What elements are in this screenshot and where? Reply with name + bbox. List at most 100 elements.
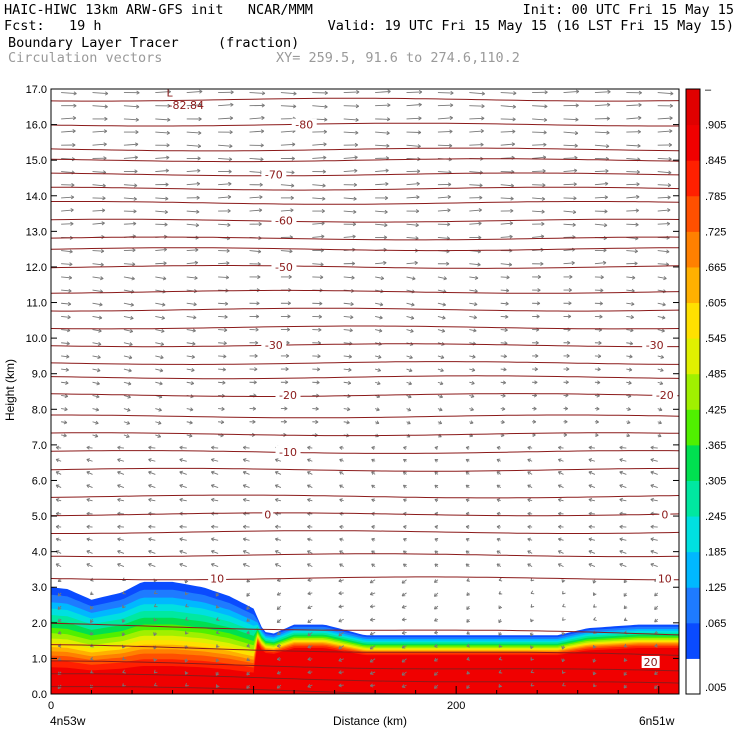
vector-head: [567, 314, 572, 319]
vector-head: [666, 249, 670, 254]
vector-head: [246, 685, 250, 689]
vector-shaft: [532, 170, 546, 173]
vector-head: [255, 314, 260, 319]
vector-head: [599, 301, 603, 306]
vector-shaft: [558, 550, 564, 554]
vector-head: [599, 314, 603, 319]
vector-shaft: [469, 171, 483, 174]
vector-shaft: [312, 184, 326, 187]
vector-shaft: [626, 250, 638, 252]
vector-head: [588, 563, 593, 567]
vector-head: [339, 563, 343, 568]
vector-head: [666, 221, 671, 226]
vector-head: [496, 550, 501, 554]
vector-shaft: [469, 381, 475, 385]
colorbar-label: .725: [705, 226, 726, 238]
vector-shaft: [563, 183, 577, 186]
vector-shaft: [375, 368, 381, 372]
vector-head: [276, 670, 281, 675]
vector-head: [158, 407, 162, 412]
vector-head: [480, 142, 484, 147]
vector-shaft: [375, 210, 388, 213]
vector-head: [473, 315, 477, 320]
vector-head: [117, 537, 121, 542]
vector-head: [185, 603, 189, 608]
vector-shaft: [500, 130, 516, 133]
vector-shaft: [500, 289, 509, 292]
vector-shaft: [437, 381, 444, 385]
vector-head: [527, 498, 531, 503]
vector-head: [471, 380, 475, 385]
vector-shaft: [626, 342, 633, 345]
vector-shaft: [406, 302, 415, 306]
vector-head: [511, 142, 516, 147]
vector-head: [371, 484, 375, 489]
vector-head: [595, 432, 599, 438]
vector-head: [153, 669, 158, 674]
vector-head: [164, 209, 168, 215]
vector-shaft: [500, 222, 513, 225]
vector-head: [386, 117, 391, 122]
vector-head: [226, 248, 230, 253]
vector-head: [338, 591, 342, 596]
vector-head: [562, 603, 566, 608]
vector-shaft: [437, 117, 453, 120]
vector-head: [242, 537, 247, 542]
vector-head: [196, 195, 200, 200]
vector-shaft: [558, 446, 564, 449]
vector-head: [128, 355, 133, 360]
vector-shaft: [626, 144, 641, 147]
vector-shaft: [186, 315, 197, 319]
vector-head: [288, 274, 292, 279]
vector-head: [403, 458, 407, 463]
vector-shaft: [500, 276, 510, 278]
vector-head: [98, 328, 102, 333]
vector-head: [588, 445, 593, 450]
vector-head: [86, 458, 90, 463]
vector-head: [117, 563, 121, 567]
vector-head: [167, 89, 171, 94]
temperature-contour: [51, 247, 679, 252]
vector-shaft: [148, 538, 156, 541]
vector-shaft: [61, 209, 74, 212]
vector-head: [623, 684, 628, 689]
vector-head: [57, 606, 62, 610]
vector-head: [348, 354, 352, 359]
vector-head: [443, 276, 447, 281]
vector-shaft: [563, 131, 578, 134]
vector-head: [274, 458, 279, 463]
vector-head: [157, 434, 162, 438]
vector-head: [55, 498, 60, 503]
cross-section-coords-label: XY= 259.5, 91.6 to 274.6,110.2: [276, 50, 520, 66]
annotation-label: L: [166, 87, 173, 100]
vector-shaft: [500, 355, 507, 357]
vector-head: [542, 169, 546, 174]
vector-head: [509, 234, 513, 239]
vector-head: [117, 470, 121, 475]
vector-head: [465, 537, 470, 542]
vector-head: [129, 342, 133, 347]
colorbar-segment: [686, 373, 700, 410]
vector-head: [619, 524, 623, 529]
vector-head: [626, 433, 631, 438]
vector-head: [631, 301, 635, 306]
temperature-contour: [51, 97, 679, 102]
vector-head: [588, 524, 592, 529]
vector-head: [68, 275, 73, 280]
y-tick-label: 8.0: [32, 404, 47, 416]
vector-head: [185, 616, 189, 621]
vector-head: [474, 275, 479, 280]
vector-shaft: [500, 105, 516, 108]
vector-shaft: [92, 329, 102, 332]
vector-head: [318, 314, 322, 319]
vector-shaft: [307, 471, 313, 475]
vector-head: [223, 341, 227, 346]
vector-head: [661, 315, 666, 320]
vector-shaft: [155, 434, 161, 438]
vector-shaft: [657, 315, 666, 319]
vector-head: [592, 659, 597, 663]
vector-head: [575, 117, 579, 122]
vector-shaft: [117, 538, 125, 541]
vector-shaft: [437, 329, 445, 332]
vector-shaft: [375, 118, 390, 120]
